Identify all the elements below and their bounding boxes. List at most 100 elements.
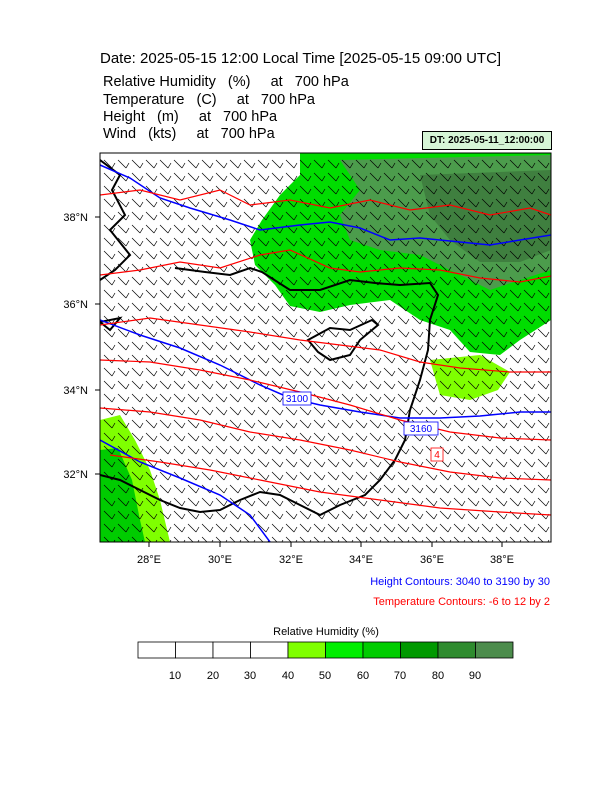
wind-barb — [117, 159, 130, 169]
colorbar-swatch — [287, 641, 326, 659]
wind-barb — [425, 523, 438, 533]
wind-barb — [509, 354, 522, 364]
height-contour-label-3160: 3160 — [403, 421, 439, 436]
wind-barb — [439, 354, 452, 364]
wind-barb — [523, 419, 536, 429]
wind-barb — [369, 211, 382, 221]
wind-barb — [383, 315, 396, 325]
wind-barb — [369, 432, 382, 442]
wind-barb — [397, 380, 410, 390]
wind-barb — [397, 172, 410, 182]
wind-barb — [299, 172, 312, 182]
wind-barb — [159, 523, 172, 533]
wind-barb — [159, 237, 172, 247]
wind-barb — [523, 224, 536, 234]
wind-barb — [215, 302, 228, 312]
colorbar-label-70: 70 — [393, 670, 407, 682]
wind-barb — [145, 497, 158, 507]
wind-barb — [187, 328, 200, 338]
wind-barb — [299, 445, 312, 455]
wind-barb — [271, 354, 284, 364]
wind-barb — [369, 536, 382, 542]
wind-barb — [411, 159, 424, 169]
wind-barb — [313, 523, 326, 533]
wind-barb — [383, 328, 396, 338]
wind-barb — [215, 510, 228, 520]
wind-barb — [229, 289, 242, 299]
wind-barb — [523, 497, 536, 507]
wind-barb — [425, 224, 438, 234]
wind-barb — [159, 393, 172, 403]
wind-barb — [495, 445, 508, 455]
wind-barb — [299, 224, 312, 234]
wind-barb — [383, 341, 396, 351]
wind-barb — [271, 406, 284, 416]
colorbar-title: Relative Humidity (%) — [273, 626, 379, 638]
wind-barb — [481, 393, 494, 403]
wind-barb — [453, 341, 466, 351]
wind-barb — [271, 510, 284, 520]
wind-barb — [453, 432, 466, 442]
wind-barb — [145, 172, 158, 182]
wind-barb — [481, 198, 494, 208]
wind-barb — [509, 341, 522, 351]
wind-barb — [271, 211, 284, 221]
wind-barb — [243, 484, 256, 494]
wind-barb — [271, 536, 284, 542]
wind-barb — [481, 406, 494, 416]
wind-barb — [299, 497, 312, 507]
wind-barb — [523, 198, 536, 208]
wind-barb — [537, 185, 550, 195]
wind-barb — [103, 432, 116, 442]
wind-barb — [327, 458, 340, 468]
wind-barb — [537, 159, 550, 169]
colorbar-label-10: 10 — [168, 670, 182, 682]
wind-barb — [117, 198, 130, 208]
wind-barb — [257, 432, 270, 442]
wind-barb — [299, 458, 312, 468]
lon-label-30: 30°E — [208, 554, 232, 566]
wind-barb — [201, 315, 214, 325]
wind-barb — [313, 341, 326, 351]
wind-barb — [453, 380, 466, 390]
wind-barb — [187, 315, 200, 325]
wind-barb — [271, 302, 284, 312]
wind-barb — [103, 328, 116, 338]
wind-barb — [327, 211, 340, 221]
height-contours-note: Height Contours: 3040 to 3190 by 30 — [370, 576, 550, 588]
wind-barb — [411, 302, 424, 312]
wind-barb — [271, 484, 284, 494]
height-contour-label-3100: 3100 — [282, 391, 312, 406]
wind-barb — [271, 497, 284, 507]
wind-barb — [439, 471, 452, 481]
lon-label-32: 32°E — [279, 554, 303, 566]
wind-barb — [355, 185, 368, 195]
wind-barb — [425, 211, 438, 221]
wind-barb — [509, 458, 522, 468]
wind-barb — [355, 393, 368, 403]
wind-barb — [285, 237, 298, 247]
wind-barb — [327, 497, 340, 507]
wind-barb — [453, 224, 466, 234]
wind-barb — [173, 367, 186, 377]
wind-barb — [481, 172, 494, 182]
wind-barb — [103, 250, 116, 260]
wind-barb — [173, 523, 186, 533]
wind-barb — [537, 523, 550, 533]
wind-barb — [145, 341, 158, 351]
map-plot-area — [100, 153, 551, 542]
wind-barb — [397, 315, 410, 325]
wind-barb — [313, 159, 326, 169]
wind-barb — [509, 523, 522, 533]
wind-barb — [145, 328, 158, 338]
wind-barb — [103, 302, 116, 312]
wind-barb — [481, 445, 494, 455]
wind-barb — [103, 523, 116, 533]
height-contour-north — [100, 164, 551, 246]
wind-barb — [229, 510, 242, 520]
wind-barb — [355, 497, 368, 507]
wind-barb — [285, 484, 298, 494]
wind-barb — [369, 458, 382, 468]
wind-barb — [201, 445, 214, 455]
wind-barb — [467, 406, 480, 416]
